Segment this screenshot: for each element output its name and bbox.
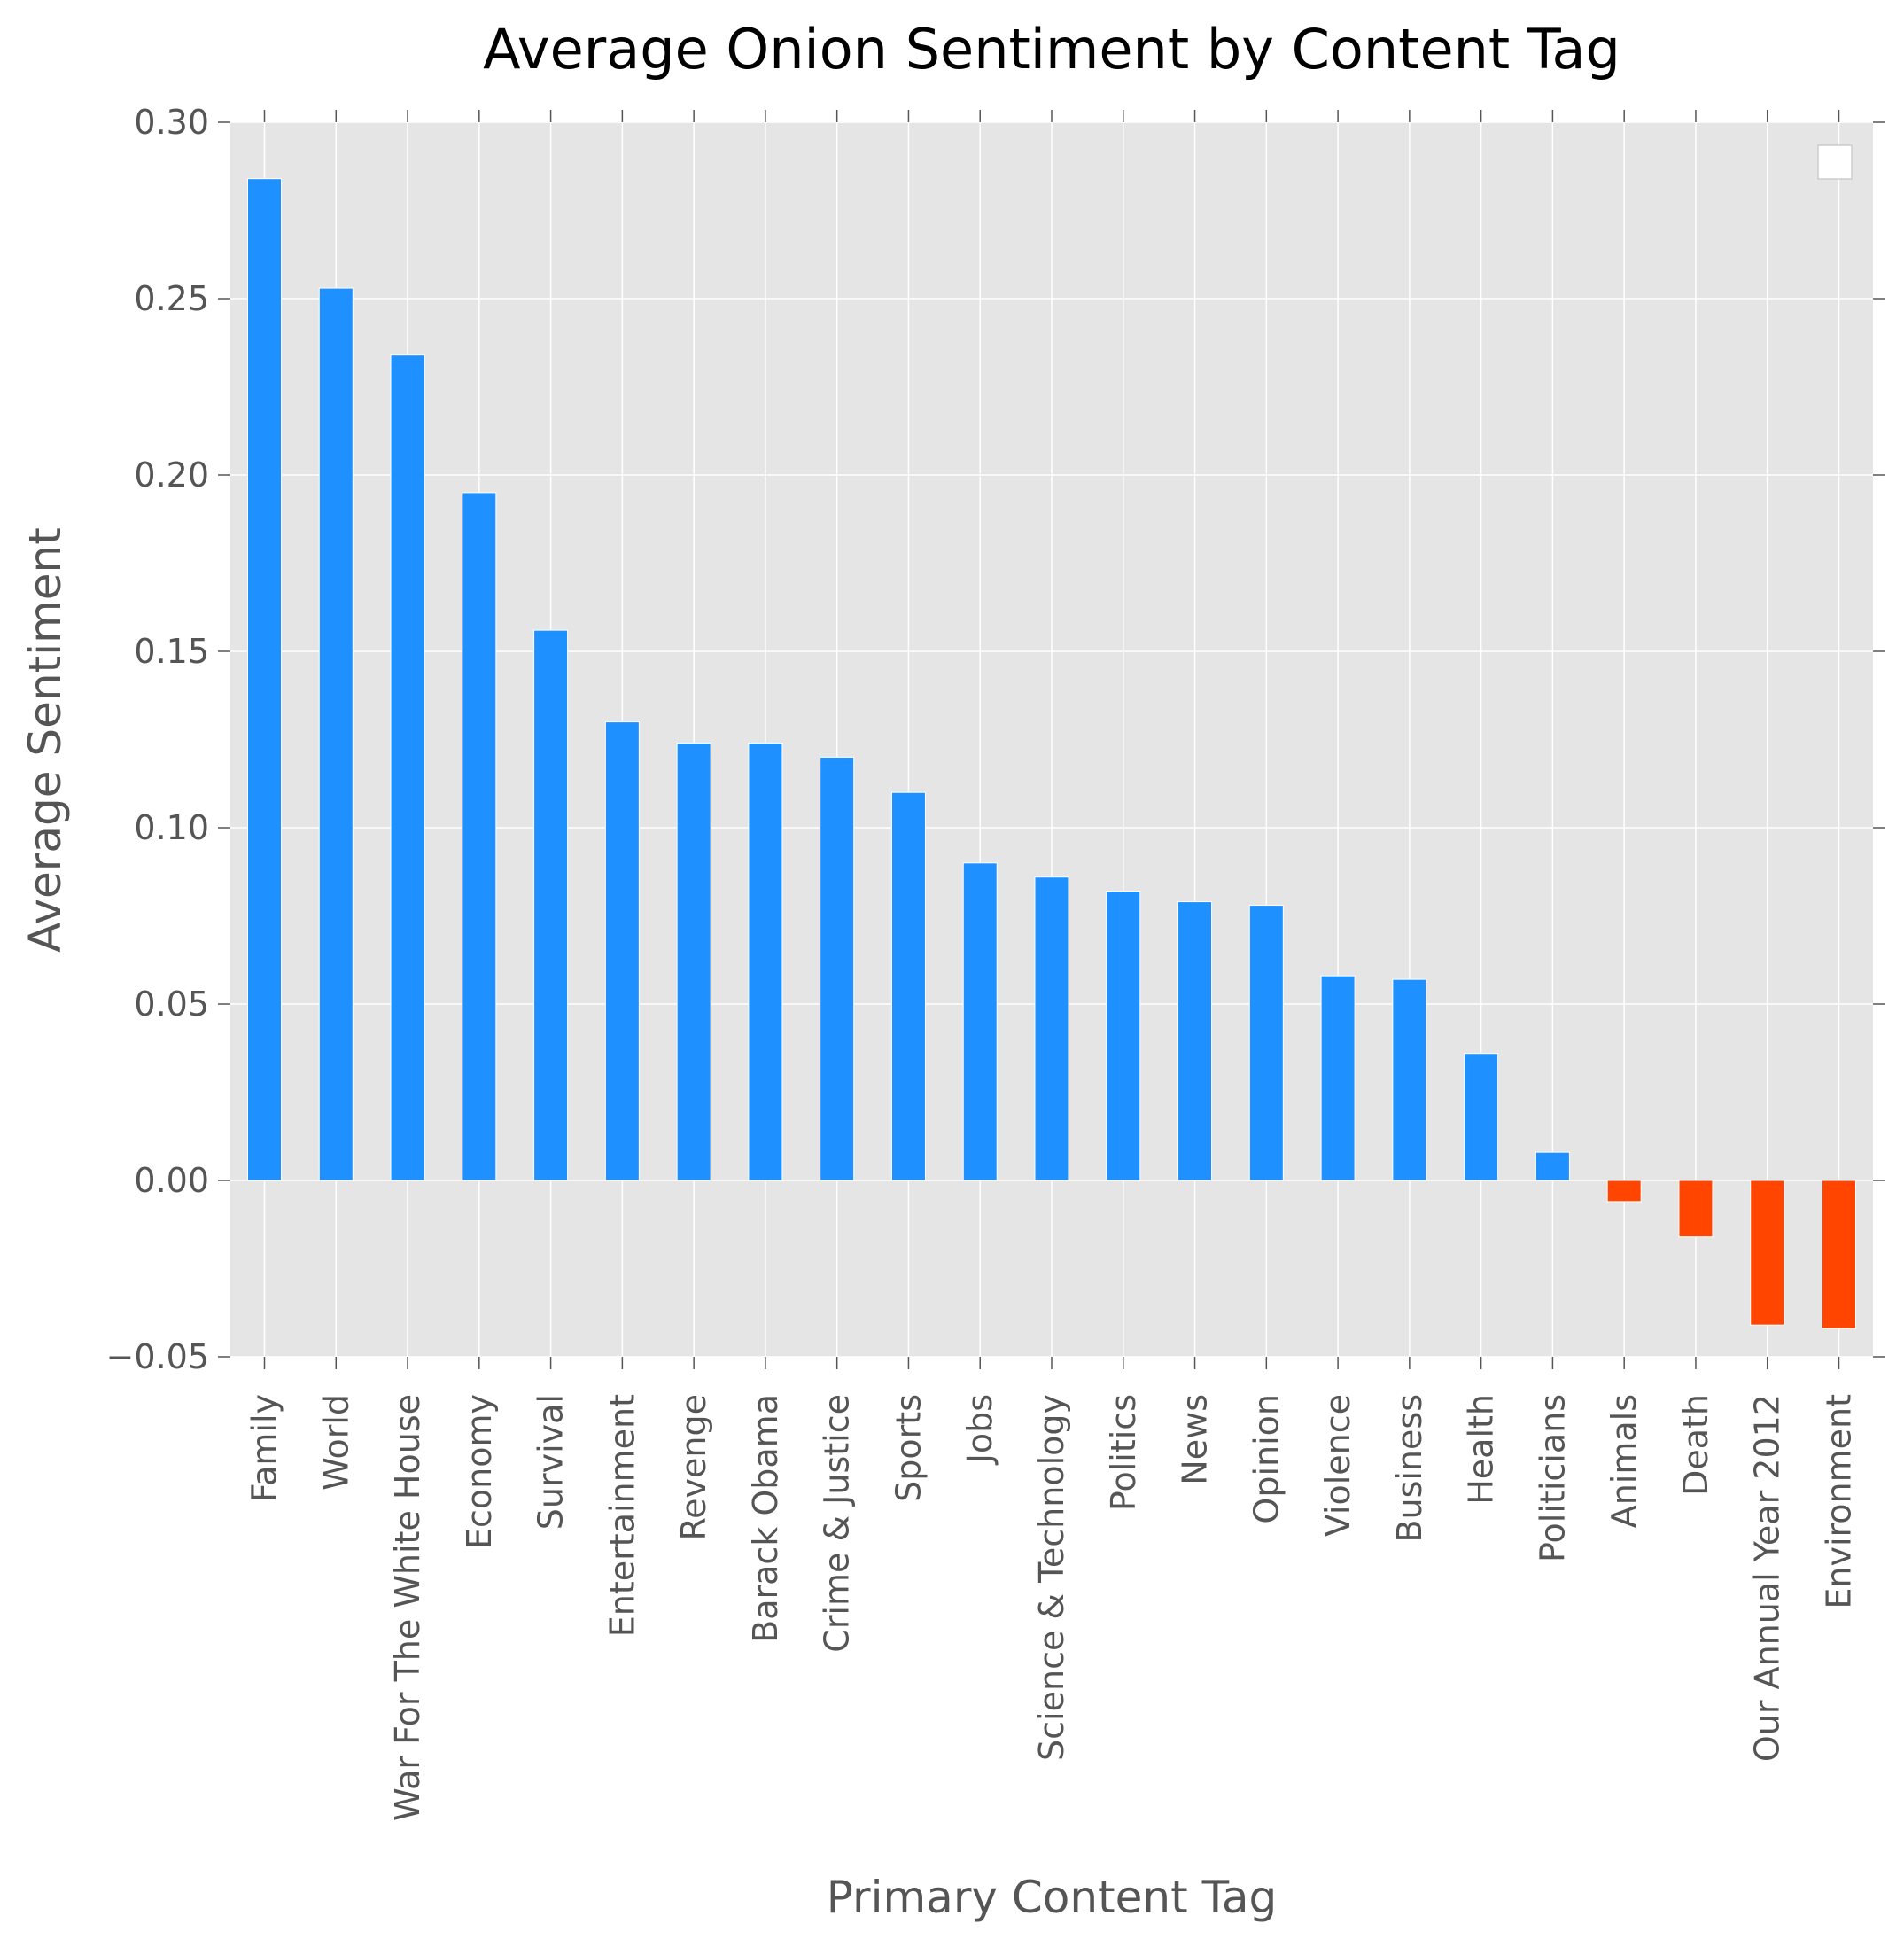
x-tick-label: Family (245, 1394, 284, 1502)
x-tick-label: News (1176, 1394, 1215, 1485)
x-tick-label: Opinion (1247, 1394, 1286, 1524)
bar (1034, 876, 1069, 1181)
bars-layer (247, 178, 1856, 1329)
bar (604, 721, 640, 1181)
ticks-layer: 0.30 0.25 0.20 0.15 0.10 0.05 0.00 −0.05 Family W… (106, 103, 1885, 1821)
bar (748, 742, 783, 1181)
y-tick-label: 0.25 (134, 279, 209, 318)
x-tick-label: Survival (532, 1394, 571, 1530)
y-tick-label: 0.10 (134, 808, 209, 847)
x-tick-label: Our Annual Year 2012 (1748, 1394, 1787, 1762)
y-tick-label: 0.15 (134, 632, 209, 671)
legend-box (1817, 144, 1853, 180)
y-tick-label: 0.30 (134, 103, 209, 142)
x-tick-label: Business (1390, 1394, 1429, 1543)
bar (890, 791, 926, 1181)
bar (1106, 891, 1141, 1181)
bar (1248, 905, 1284, 1181)
chart-title: Average Onion Sentiment by Content Tag (483, 17, 1620, 82)
bar (318, 287, 354, 1181)
x-tick-label: Health (1462, 1394, 1501, 1505)
bar (462, 492, 497, 1181)
x-tick-label: Science & Technology (1032, 1394, 1071, 1761)
x-tick-label: Politics (1104, 1394, 1143, 1511)
bar (1606, 1180, 1642, 1203)
bar (1392, 978, 1427, 1181)
y-tick-label: −0.05 (106, 1337, 209, 1376)
x-tick-label: Politicians (1533, 1394, 1572, 1562)
bar (1320, 975, 1356, 1181)
x-tick-label: Sports (889, 1394, 928, 1502)
bar (247, 178, 282, 1181)
bar (1177, 901, 1213, 1181)
bar (1750, 1180, 1785, 1326)
x-tick-label: World (316, 1394, 355, 1491)
y-tick-label: 0.20 (134, 456, 209, 495)
x-tick-label: Animals (1605, 1394, 1644, 1528)
x-tick-label: Crime & Justice (818, 1394, 857, 1653)
x-tick-label: Barack Obama (746, 1394, 785, 1643)
bar (1822, 1180, 1856, 1329)
y-tick-label: 0.00 (134, 1161, 209, 1200)
bar (390, 354, 425, 1181)
x-tick-label: Revenge (674, 1394, 713, 1541)
bar (962, 862, 998, 1181)
x-tick-label: Economy (460, 1394, 499, 1549)
bar (533, 629, 569, 1181)
bar (1535, 1151, 1570, 1181)
y-axis-label: Average Sentiment (19, 527, 71, 953)
x-tick-label: Environment (1820, 1394, 1859, 1609)
x-tick-label: Death (1676, 1394, 1715, 1496)
x-tick-label: Violence (1318, 1394, 1357, 1537)
bar (1678, 1180, 1714, 1238)
bar (820, 756, 855, 1181)
y-tick-label: 0.05 (134, 985, 209, 1024)
x-tick-label: Entertainment (602, 1394, 641, 1637)
x-tick-label: War For The White House (388, 1394, 427, 1821)
x-axis-label: Primary Content Tag (827, 1872, 1278, 1923)
bar (676, 742, 711, 1181)
bar (1464, 1053, 1499, 1181)
x-tick-label: Jobs (960, 1394, 999, 1465)
